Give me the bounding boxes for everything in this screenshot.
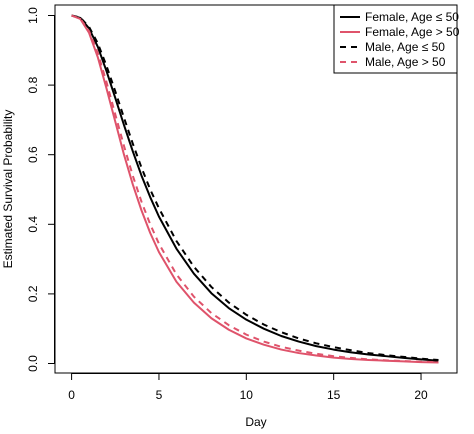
- legend-label: Female, Age ≤ 50: [365, 10, 459, 24]
- x-tick-label: 5: [156, 388, 163, 402]
- x-axis: 0 5 10 15 20: [68, 373, 428, 402]
- series-line-1: [71, 14, 439, 362]
- y-tick-label: 0.4: [26, 216, 40, 233]
- y-axis: 0.0 0.2 0.4 0.6 0.8 1.0: [26, 7, 55, 372]
- series-layer: [71, 14, 439, 364]
- series-line-4: [71, 14, 439, 364]
- series-line-3: [71, 14, 439, 362]
- x-axis-title: Day: [245, 415, 266, 429]
- y-tick-label: 1.0: [26, 7, 40, 24]
- x-tick-label: 10: [240, 388, 254, 402]
- legend-label: Male, Age ≤ 50: [365, 40, 445, 54]
- y-tick-label: 0.0: [26, 355, 40, 372]
- legend-label: Male, Age > 50: [365, 55, 446, 69]
- x-tick-label: 15: [327, 388, 341, 402]
- y-axis-title: Estimated Survival Probability: [1, 110, 15, 269]
- legend-label: Female, Age > 50: [365, 25, 460, 39]
- y-tick-label: 0.8: [26, 76, 40, 93]
- x-tick-label: 0: [68, 388, 75, 402]
- x-tick-label: 20: [414, 388, 428, 402]
- y-tick-label: 0.2: [26, 285, 40, 302]
- y-tick-label: 0.6: [26, 146, 40, 163]
